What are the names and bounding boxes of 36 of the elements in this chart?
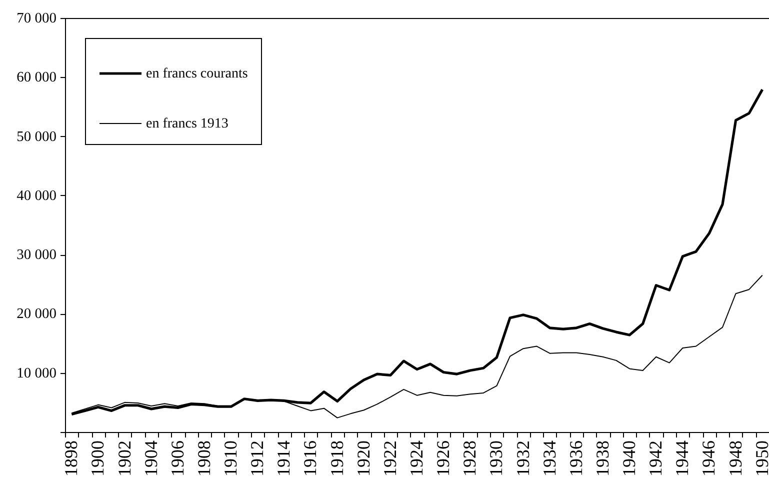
y-tick-label: 10 000	[16, 365, 56, 382]
y-tick-label: 60 000	[16, 70, 56, 86]
legend-label: en francs courants	[146, 66, 248, 82]
x-tick-label: 1930	[486, 440, 506, 476]
x-tick-label: 1910	[220, 440, 241, 476]
x-tick-label: 1904	[140, 440, 161, 476]
x-tick-label: 1928	[460, 440, 480, 476]
x-tick-label: 1914	[274, 440, 294, 476]
x-tick-label: 1900	[88, 440, 108, 476]
x-tick-label: 1950	[752, 440, 769, 476]
x-tick-label: 1944	[672, 440, 692, 476]
y-tick-label: 70 000	[16, 10, 56, 26]
x-tick-label: 1902	[114, 440, 134, 476]
y-tick-label: 40 000	[16, 188, 56, 204]
x-tick-label: 1932	[512, 440, 533, 476]
x-tick-label: 1898	[61, 440, 82, 476]
x-tick-label: 1926	[433, 440, 454, 476]
x-tick-label: 1940	[619, 440, 640, 476]
y-tick-label: 20 000	[16, 306, 56, 322]
legend-label: en francs 1913	[146, 116, 228, 132]
x-tick-label: 1946	[698, 440, 719, 476]
x-tick-label: 1918	[326, 440, 347, 476]
x-tick-label: 1922	[380, 440, 400, 476]
x-tick-label: 1906	[167, 440, 188, 476]
x-tick-label: 1908	[194, 440, 214, 476]
x-tick-label: 1934	[539, 440, 560, 476]
x-tick-label: 1938	[592, 440, 612, 476]
x-tick-label: 1924	[406, 440, 426, 476]
x-tick-label: 1936	[566, 440, 586, 476]
x-tick-label: 1916	[300, 440, 320, 476]
x-tick-label: 1920	[353, 440, 374, 476]
y-tick-label: 30 000	[16, 247, 56, 264]
x-tick-label: 1912	[247, 440, 268, 476]
y-tick-label: 50 000	[16, 128, 56, 145]
x-tick-label: 1948	[725, 440, 746, 476]
x-tick-label: 1942	[646, 440, 666, 476]
